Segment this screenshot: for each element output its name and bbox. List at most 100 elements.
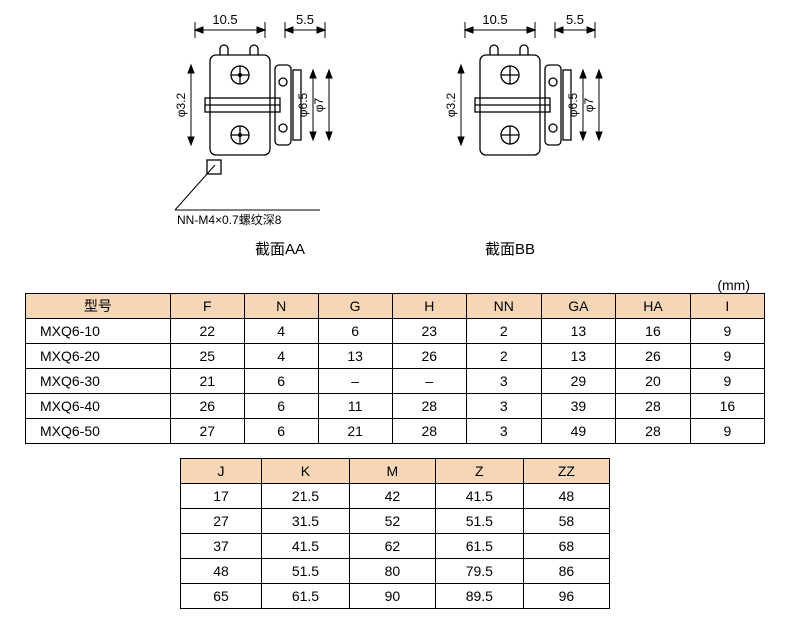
table2-header-cell: M [349, 459, 435, 484]
value-cell: 96 [523, 584, 609, 609]
value-cell: 4 [244, 319, 318, 344]
value-cell: 51.5 [435, 509, 523, 534]
value-cell: 2 [466, 344, 541, 369]
dim-phi3.2: φ3.2 [174, 92, 188, 117]
table1-header-cell: H [392, 294, 466, 319]
table-row: MXQ6-502762128349289 [26, 419, 765, 444]
diagram-aa-svg: 10.5 5.5 [155, 10, 375, 230]
diagram-bb: 10.5 5.5 [435, 10, 635, 230]
value-cell: 6 [318, 319, 392, 344]
value-cell: 65 [181, 584, 262, 609]
value-cell: 86 [523, 559, 609, 584]
value-cell: 41.5 [435, 484, 523, 509]
dim-phi6.5-bb: φ6.5 [566, 92, 580, 117]
diagram-bb-svg: 10.5 5.5 [435, 10, 635, 230]
model-cell: MXQ6-40 [26, 394, 171, 419]
dim-10.5-bb: 10.5 [482, 12, 507, 27]
value-cell: 21 [170, 369, 244, 394]
table-row: 1721.54241.548 [181, 484, 610, 509]
value-cell: 48 [523, 484, 609, 509]
value-cell: 17 [181, 484, 262, 509]
spec-table-1: 型号FNGHNNGAHAI MXQ6-10224623213169MXQ6-20… [25, 293, 765, 444]
dim-5.5-bb: 5.5 [566, 12, 584, 27]
section-aa-label: 截面AA [255, 238, 305, 259]
unit-label: (mm) [10, 277, 780, 293]
value-cell: 25 [170, 344, 244, 369]
table1-header-cell: NN [466, 294, 541, 319]
table-row: 6561.59089.596 [181, 584, 610, 609]
dim-phi7-bb: φ7 [582, 97, 596, 112]
value-cell: 42 [349, 484, 435, 509]
value-cell: – [318, 369, 392, 394]
value-cell: 26 [170, 394, 244, 419]
value-cell: 41.5 [261, 534, 349, 559]
value-cell: 28 [616, 419, 691, 444]
value-cell: 68 [523, 534, 609, 559]
value-cell: 3 [466, 419, 541, 444]
table1-header-cell: HA [616, 294, 691, 319]
value-cell: 2 [466, 319, 541, 344]
table1-header-row: 型号FNGHNNGAHAI [26, 294, 765, 319]
table-row: MXQ6-202541326213269 [26, 344, 765, 369]
dim-10.5: 10.5 [212, 12, 237, 27]
table-row: MXQ6-10224623213169 [26, 319, 765, 344]
value-cell: 6 [244, 394, 318, 419]
value-cell: 80 [349, 559, 435, 584]
value-cell: 49 [541, 419, 616, 444]
value-cell: 13 [318, 344, 392, 369]
table1-header-cell: G [318, 294, 392, 319]
value-cell: 31.5 [261, 509, 349, 534]
table-row: MXQ6-30216––329209 [26, 369, 765, 394]
value-cell: 62 [349, 534, 435, 559]
value-cell: 28 [616, 394, 691, 419]
value-cell: 9 [690, 419, 764, 444]
value-cell: 48 [181, 559, 262, 584]
value-cell: 26 [392, 344, 466, 369]
value-cell: 28 [392, 394, 466, 419]
value-cell: 28 [392, 419, 466, 444]
value-cell: 61.5 [435, 534, 523, 559]
value-cell: 16 [690, 394, 764, 419]
value-cell: 58 [523, 509, 609, 534]
table2-header-cell: K [261, 459, 349, 484]
diagrams-row: 10.5 5.5 [10, 10, 780, 230]
table1-header-cell: N [244, 294, 318, 319]
model-cell: MXQ6-10 [26, 319, 171, 344]
dim-phi6.5: φ6.5 [296, 92, 310, 117]
value-cell: 27 [170, 419, 244, 444]
value-cell: 29 [541, 369, 616, 394]
value-cell: 21.5 [261, 484, 349, 509]
value-cell: 4 [244, 344, 318, 369]
value-cell: 16 [616, 319, 691, 344]
table1-header-cell: I [690, 294, 764, 319]
value-cell: 89.5 [435, 584, 523, 609]
annotation-text: NN-M4×0.7螺纹深8 [177, 213, 282, 227]
dim-phi7: φ7 [312, 97, 326, 112]
value-cell: 3 [466, 369, 541, 394]
table-row: 2731.55251.558 [181, 509, 610, 534]
value-cell: 51.5 [261, 559, 349, 584]
table1-header-cell: F [170, 294, 244, 319]
value-cell: 9 [690, 319, 764, 344]
value-cell: 6 [244, 369, 318, 394]
value-cell: 9 [690, 369, 764, 394]
value-cell: 6 [244, 419, 318, 444]
dim-5.5: 5.5 [296, 12, 314, 27]
section-labels: 截面AA 截面BB [10, 238, 780, 259]
table-row: 4851.58079.586 [181, 559, 610, 584]
value-cell: 21 [318, 419, 392, 444]
model-cell: MXQ6-30 [26, 369, 171, 394]
value-cell: 37 [181, 534, 262, 559]
table1-header-cell: 型号 [26, 294, 171, 319]
diagram-aa: 10.5 5.5 [155, 10, 375, 230]
value-cell: 23 [392, 319, 466, 344]
value-cell: – [392, 369, 466, 394]
value-cell: 90 [349, 584, 435, 609]
value-cell: 61.5 [261, 584, 349, 609]
model-cell: MXQ6-20 [26, 344, 171, 369]
model-cell: MXQ6-50 [26, 419, 171, 444]
value-cell: 79.5 [435, 559, 523, 584]
value-cell: 9 [690, 344, 764, 369]
value-cell: 11 [318, 394, 392, 419]
value-cell: 3 [466, 394, 541, 419]
